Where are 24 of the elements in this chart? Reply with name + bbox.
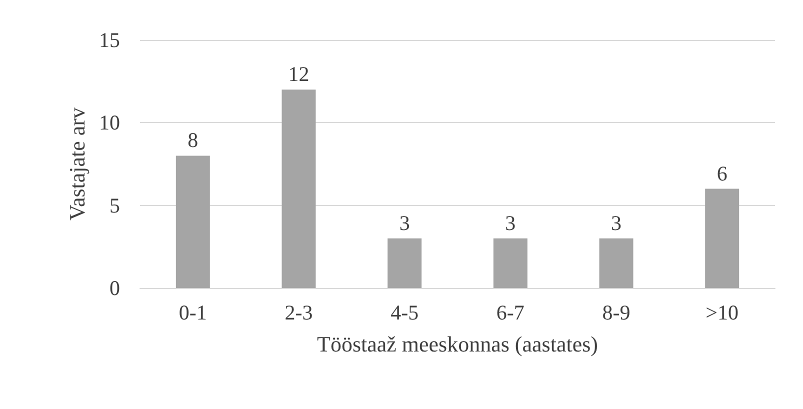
x-tick-label: 2-3 (284, 300, 313, 324)
data-label: 6 (716, 161, 728, 186)
x-tick-label: 4-5 (390, 300, 419, 324)
y-tick-label: 0 (110, 276, 120, 300)
bar (705, 188, 740, 288)
bar (599, 238, 634, 288)
bar (176, 156, 210, 288)
data-label: 3 (505, 210, 516, 235)
data-label: 12 (288, 62, 310, 86)
y-tick-label: 15 (99, 28, 120, 52)
data-label: 3 (611, 210, 622, 235)
y-axis-title: Vastajate arv (64, 108, 90, 220)
data-label: 3 (399, 210, 410, 235)
x-tick-label: 6-7 (496, 300, 524, 324)
y-tick-label: 5 (110, 193, 120, 218)
y-tick-label: 10 (99, 110, 120, 135)
bar (282, 90, 316, 288)
x-tick-label: 8-9 (602, 300, 630, 324)
data-label: 8 (188, 128, 198, 152)
x-tick-label: >10 (706, 300, 739, 324)
bar (388, 238, 422, 288)
x-tick-label: 0-1 (178, 300, 207, 324)
bar (493, 238, 528, 288)
x-axis-title: Tööstaaž meeskonnas (aastates) (317, 332, 598, 356)
